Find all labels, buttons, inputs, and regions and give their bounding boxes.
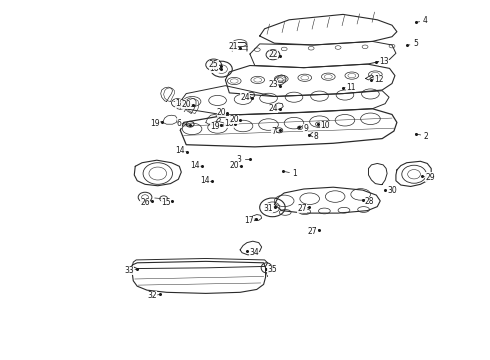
Text: 18: 18	[175, 99, 185, 108]
Text: 6: 6	[177, 119, 182, 128]
Text: 33: 33	[124, 266, 134, 275]
Text: 27: 27	[308, 227, 318, 236]
Text: 20: 20	[181, 100, 191, 109]
Text: 24: 24	[269, 104, 278, 113]
Text: 2: 2	[424, 132, 429, 141]
Text: 17: 17	[244, 216, 254, 225]
Text: 11: 11	[346, 83, 356, 92]
Text: 20: 20	[229, 115, 239, 124]
Text: 34: 34	[249, 248, 259, 257]
Text: 16: 16	[209, 64, 219, 73]
Text: 18: 18	[224, 119, 234, 128]
Text: 35: 35	[268, 266, 277, 275]
Text: 26: 26	[140, 198, 150, 207]
Text: 22: 22	[269, 50, 278, 59]
Text: 19: 19	[150, 119, 160, 128]
Text: 24: 24	[240, 93, 250, 102]
Text: 14: 14	[175, 146, 185, 155]
Text: 10: 10	[320, 121, 330, 130]
Text: 14: 14	[190, 161, 200, 170]
Text: 30: 30	[387, 186, 397, 195]
Text: 21: 21	[228, 42, 238, 51]
Text: 13: 13	[379, 57, 389, 66]
Text: 20: 20	[217, 108, 226, 117]
Text: 23: 23	[269, 81, 278, 90]
Text: 8: 8	[313, 132, 318, 141]
Text: 29: 29	[425, 173, 435, 182]
Text: 3: 3	[237, 155, 242, 163]
Text: 7: 7	[271, 127, 276, 136]
Text: 31: 31	[264, 204, 273, 212]
Text: 32: 32	[147, 292, 157, 300]
Text: 20: 20	[229, 161, 239, 170]
Text: 19: 19	[210, 122, 220, 131]
Text: 15: 15	[161, 198, 171, 207]
Text: 9: 9	[303, 125, 308, 134]
Text: 27: 27	[297, 204, 307, 213]
Text: 5: 5	[413, 40, 418, 49]
Text: 14: 14	[200, 176, 210, 185]
Text: 4: 4	[423, 17, 428, 26]
Text: 25: 25	[209, 60, 219, 69]
Text: 12: 12	[374, 75, 384, 84]
Text: 28: 28	[365, 197, 374, 206]
Text: 1: 1	[293, 169, 297, 178]
